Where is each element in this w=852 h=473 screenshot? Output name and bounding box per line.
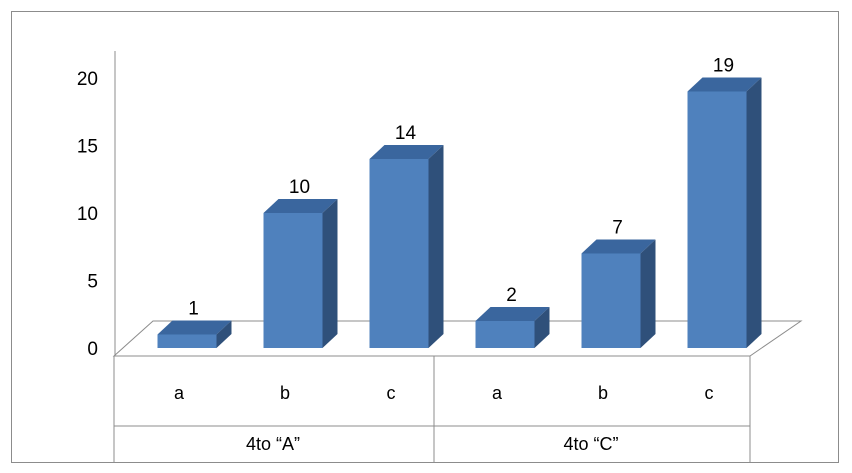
x-category-label: a [492,383,503,403]
bar-side [534,307,550,348]
data-label: 7 [612,218,623,239]
y-tick-label: 0 [87,339,98,360]
x-category-label: b [598,383,608,403]
x-group-label: 4to “C” [563,434,618,454]
x-category-label: b [280,383,290,403]
data-label: 19 [713,56,734,77]
data-label: 10 [289,177,310,198]
data-label: 1 [188,299,199,320]
bar-front [475,321,535,348]
x-category-label: c [387,383,396,403]
chart-bars [157,77,762,348]
bar-front [581,253,641,348]
bar-side [746,77,762,348]
chart-axes [112,51,803,462]
x-category-label: a [174,383,185,403]
bar-top [157,320,232,335]
x-group-label: 4to “A” [246,434,300,454]
bar-front [157,334,217,348]
bar-top [263,199,338,213]
bar-side [322,199,338,348]
data-label: 2 [506,285,517,306]
y-tick-label: 10 [77,204,98,225]
y-tick-label: 15 [77,137,98,158]
bar-top [687,77,762,92]
bar-side [640,239,656,348]
bar-side [216,320,232,348]
chart-labels: 0 5 10 15 20 1 a 10 b 14 c 4to “A” 2 a 7 b 19 c 4to “C” [77,56,734,455]
bar-front [687,91,747,348]
bar-top [475,307,550,321]
bar-side [428,145,444,348]
bar-top [581,239,656,254]
data-label: 14 [395,123,417,144]
chart-floor [112,320,803,357]
y-tick-label: 5 [87,272,98,293]
bar-front [369,159,429,348]
bar-top [369,145,444,159]
x-category-label: c [705,383,714,403]
y-tick-label: 20 [77,69,98,90]
bar-front [263,213,323,348]
